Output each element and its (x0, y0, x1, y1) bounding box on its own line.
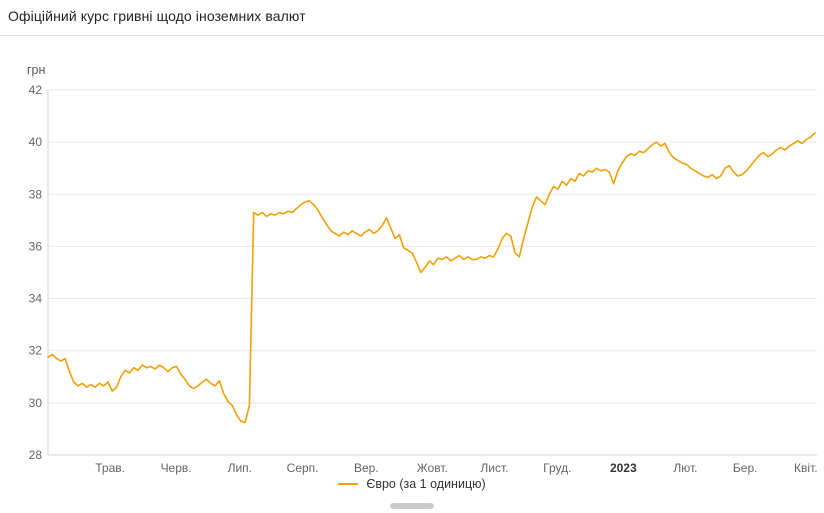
x-tick-label: Лют. (673, 461, 697, 475)
x-tick-label: Черв. (161, 461, 192, 475)
x-tick-label: Лист. (480, 461, 508, 475)
y-tick-label: 38 (29, 187, 43, 201)
legend-item-euro[interactable]: Євро (за 1 одиницю) (338, 477, 486, 491)
x-tick-label: 2023 (610, 461, 637, 475)
y-axis-unit-label: грн (27, 63, 46, 77)
x-tick-label: Трав. (95, 461, 125, 475)
page-title: Офіційний курс гривні щодо іноземних вал… (8, 8, 306, 24)
x-tick-label: Серп. (287, 461, 319, 475)
y-tick-label: 40 (29, 135, 43, 149)
y-tick-label: 42 (29, 83, 43, 97)
x-tick-label: Лип. (228, 461, 252, 475)
legend-line-swatch (338, 483, 359, 485)
y-tick-label: 36 (29, 239, 43, 253)
legend-item-label: Євро (за 1 одиницю) (366, 477, 486, 491)
y-tick-label: 30 (29, 396, 43, 410)
header-divider (0, 35, 824, 36)
x-tick-label: Груд. (543, 461, 571, 475)
chart-legend: Євро (за 1 одиницю) (0, 477, 824, 491)
series-line-euro[interactable] (47, 132, 816, 424)
y-tick-label: 34 (29, 292, 43, 306)
x-tick-label: Вер. (354, 461, 379, 475)
x-tick-label: Жовт. (417, 461, 448, 475)
x-tick-label: Квіт. (794, 461, 818, 475)
y-tick-label: 32 (29, 344, 43, 358)
horizontal-scrollbar-thumb[interactable] (390, 503, 434, 509)
x-tick-label: Бер. (733, 461, 758, 475)
y-tick-label: 28 (29, 448, 43, 462)
